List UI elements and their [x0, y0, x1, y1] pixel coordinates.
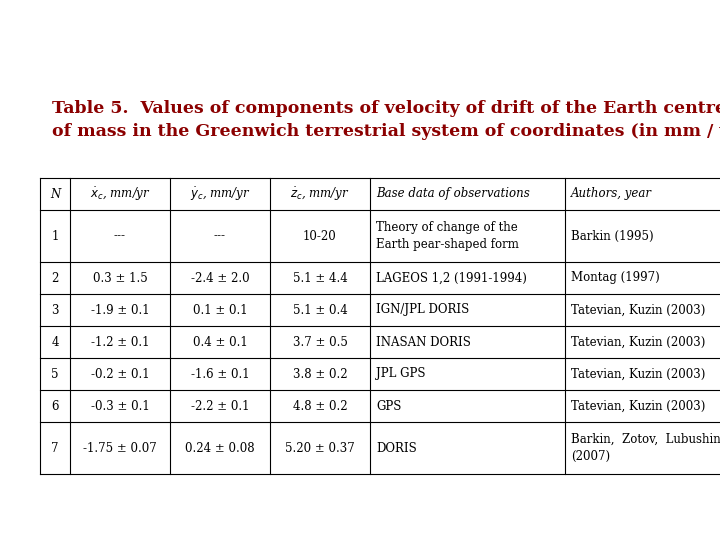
Text: Authors, year: Authors, year: [571, 187, 652, 200]
Text: 1: 1: [51, 230, 59, 242]
Text: DORIS: DORIS: [376, 442, 417, 455]
Text: 5.20 ± 0.37: 5.20 ± 0.37: [285, 442, 355, 455]
Text: -2.4 ± 2.0: -2.4 ± 2.0: [191, 272, 249, 285]
Text: IGN/JPL DORIS: IGN/JPL DORIS: [376, 303, 469, 316]
Text: Base data of observations: Base data of observations: [376, 187, 530, 200]
Text: 5.1 ± 4.4: 5.1 ± 4.4: [292, 272, 347, 285]
Text: $\dot{y}_c$, mm/yr: $\dot{y}_c$, mm/yr: [189, 185, 251, 202]
Text: 2: 2: [51, 272, 59, 285]
Text: 3: 3: [51, 303, 59, 316]
Text: ---: ---: [214, 230, 226, 242]
Text: 7: 7: [51, 442, 59, 455]
Text: Barkin (1995): Barkin (1995): [571, 230, 654, 242]
Text: $\dot{z}_c$, mm/yr: $\dot{z}_c$, mm/yr: [290, 185, 350, 202]
Text: -1.75 ± 0.07: -1.75 ± 0.07: [83, 442, 157, 455]
Text: 5: 5: [51, 368, 59, 381]
Text: LAGEOS 1,2 (1991-1994): LAGEOS 1,2 (1991-1994): [376, 272, 527, 285]
Text: -0.2 ± 0.1: -0.2 ± 0.1: [91, 368, 149, 381]
Text: Tatevian, Kuzin (2003): Tatevian, Kuzin (2003): [571, 368, 706, 381]
Text: -2.2 ± 0.1: -2.2 ± 0.1: [191, 400, 249, 413]
Text: 10-20: 10-20: [303, 230, 337, 242]
Text: Tatevian, Kuzin (2003): Tatevian, Kuzin (2003): [571, 303, 706, 316]
Text: Montag (1997): Montag (1997): [571, 272, 660, 285]
Text: 5.1 ± 0.4: 5.1 ± 0.4: [292, 303, 347, 316]
Text: 0.24 ± 0.08: 0.24 ± 0.08: [185, 442, 255, 455]
Text: -1.6 ± 0.1: -1.6 ± 0.1: [191, 368, 249, 381]
Text: Theory of change of the
Earth pear-shaped form: Theory of change of the Earth pear-shape…: [376, 221, 519, 251]
Text: 6: 6: [51, 400, 59, 413]
Text: JPL GPS: JPL GPS: [376, 368, 426, 381]
Text: 4: 4: [51, 335, 59, 348]
Text: 0.4 ± 0.1: 0.4 ± 0.1: [193, 335, 248, 348]
Text: 3.8 ± 0.2: 3.8 ± 0.2: [293, 368, 347, 381]
Text: -1.9 ± 0.1: -1.9 ± 0.1: [91, 303, 149, 316]
Text: Barkin,  Zotov,  Lubushin
(2007): Barkin, Zotov, Lubushin (2007): [571, 433, 720, 463]
Text: -1.2 ± 0.1: -1.2 ± 0.1: [91, 335, 149, 348]
Text: -0.3 ± 0.1: -0.3 ± 0.1: [91, 400, 149, 413]
Text: Table 5.  Values of components of velocity of drift of the Earth centre
of mass : Table 5. Values of components of velocit…: [52, 100, 720, 140]
Text: N: N: [50, 187, 60, 200]
Text: 0.3 ± 1.5: 0.3 ± 1.5: [93, 272, 148, 285]
Text: 0.1 ± 0.1: 0.1 ± 0.1: [193, 303, 247, 316]
Text: INASAN DORIS: INASAN DORIS: [376, 335, 471, 348]
Text: 3.7 ± 0.5: 3.7 ± 0.5: [292, 335, 348, 348]
Text: ---: ---: [114, 230, 126, 242]
Text: Tatevian, Kuzin (2003): Tatevian, Kuzin (2003): [571, 335, 706, 348]
Text: GPS: GPS: [376, 400, 401, 413]
Text: Tatevian, Kuzin (2003): Tatevian, Kuzin (2003): [571, 400, 706, 413]
Text: $\dot{x}_c$, mm/yr: $\dot{x}_c$, mm/yr: [89, 185, 150, 202]
Text: 4.8 ± 0.2: 4.8 ± 0.2: [293, 400, 347, 413]
